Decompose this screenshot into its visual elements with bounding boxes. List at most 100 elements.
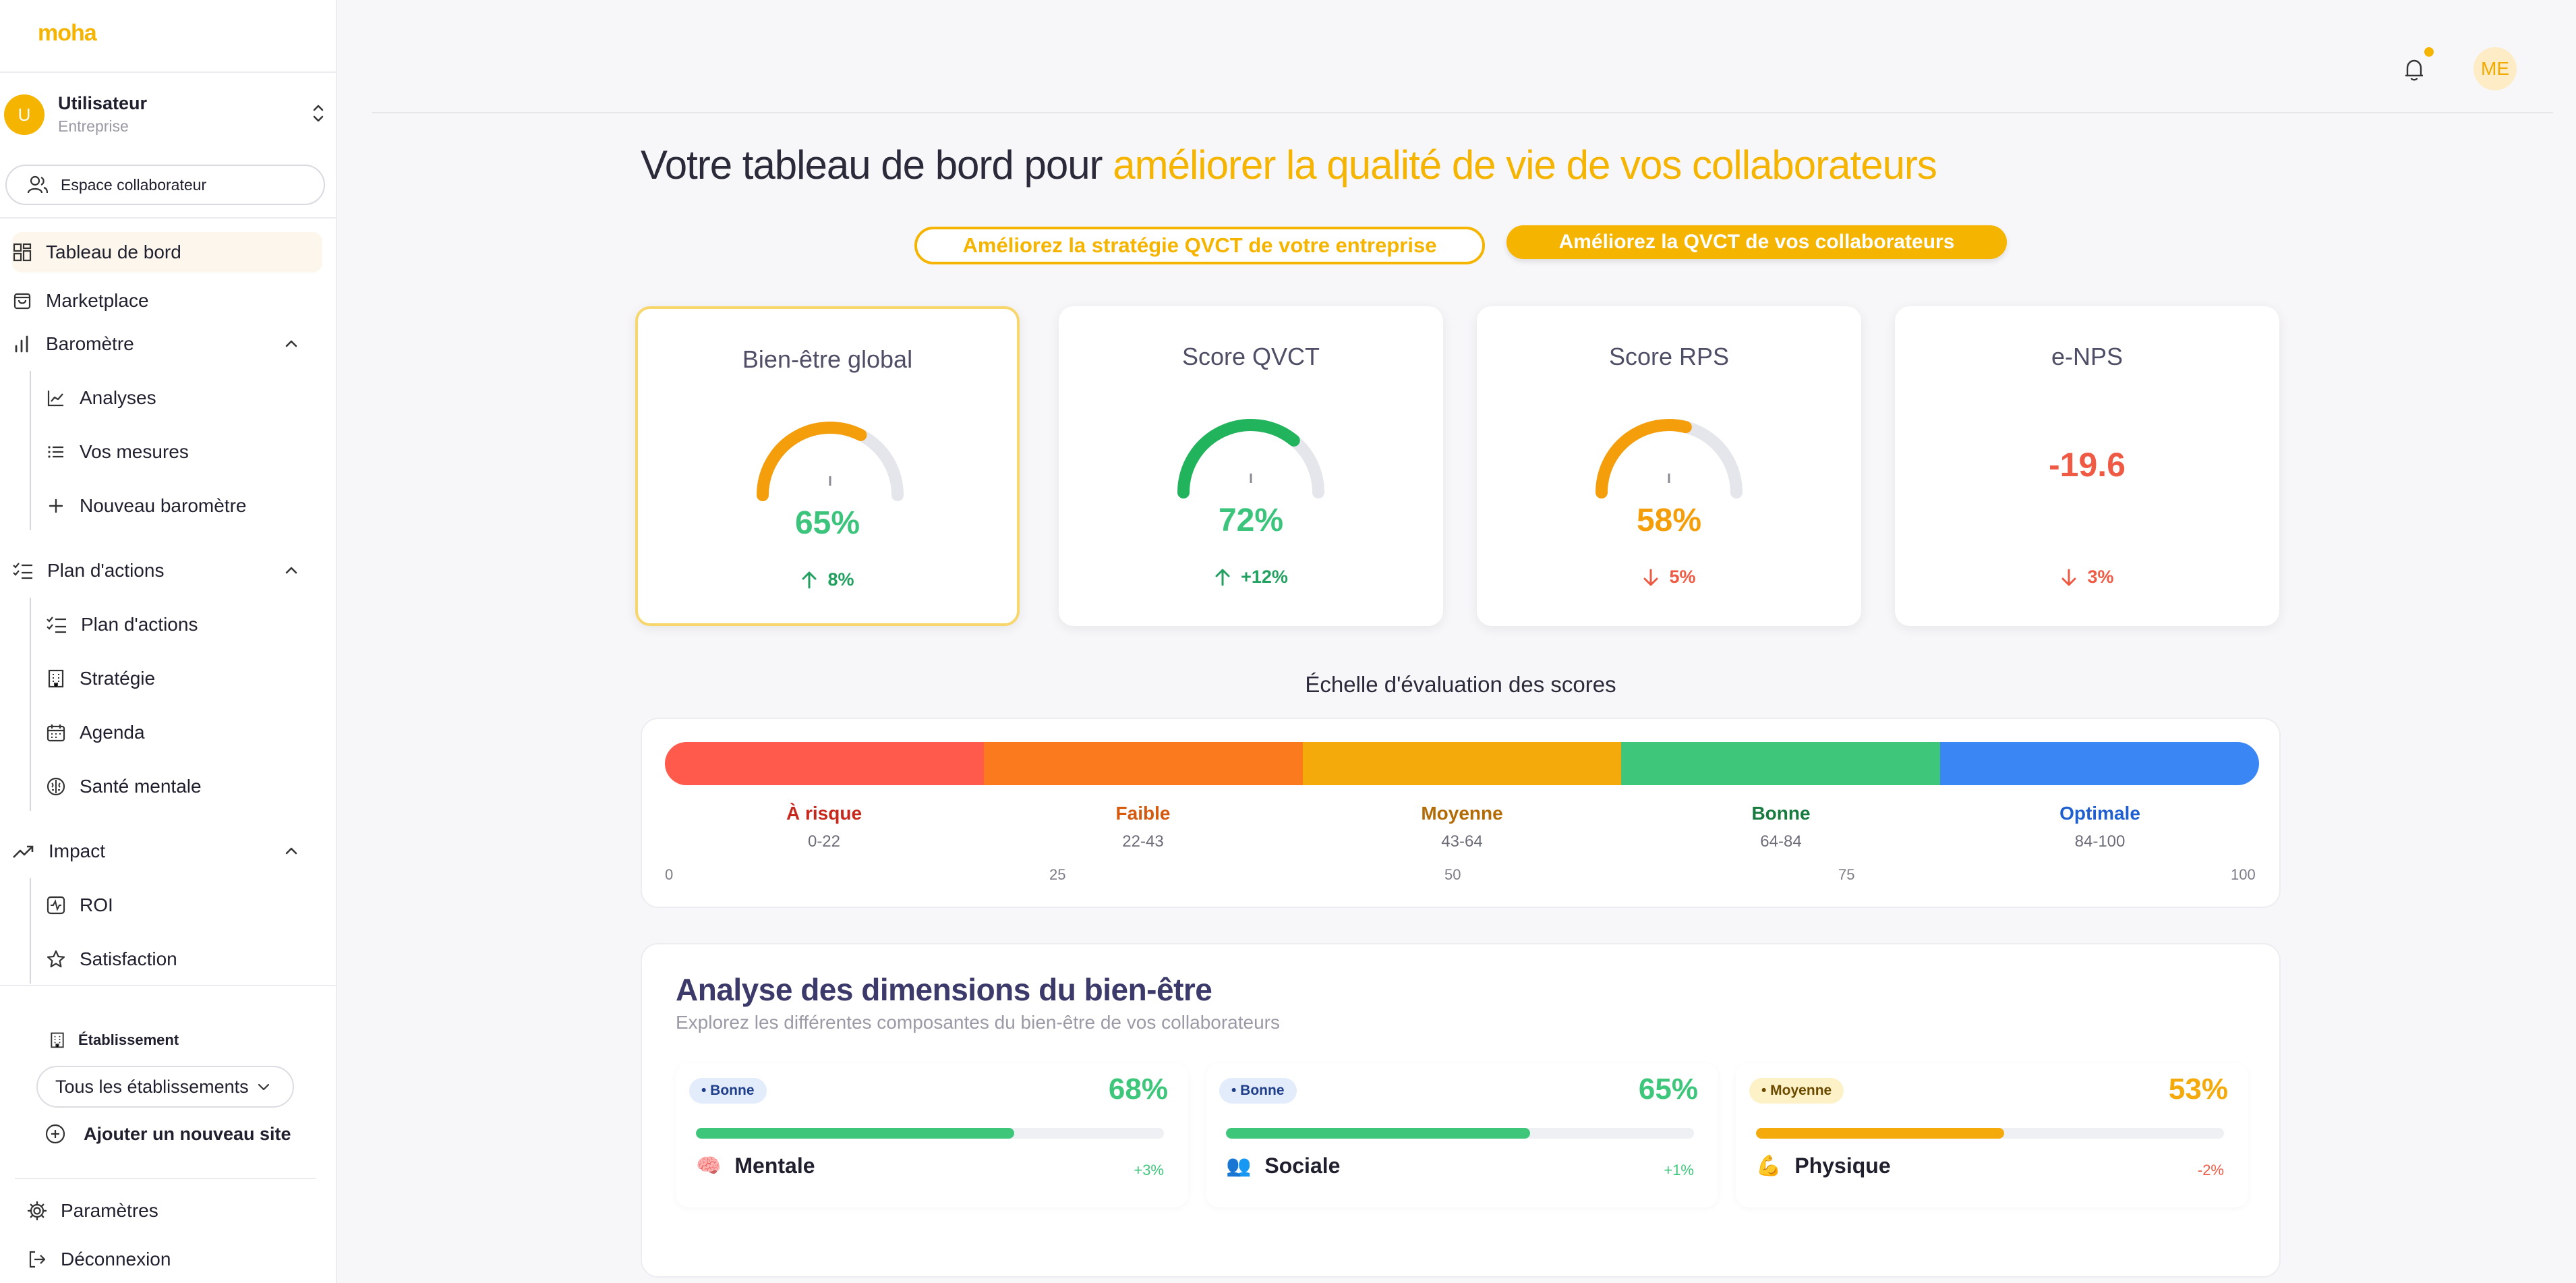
- sidebar-item-strategie[interactable]: Stratégie: [46, 658, 322, 699]
- status-badge: • Bonne: [689, 1078, 767, 1104]
- scale-level-range: 84-100: [2074, 832, 2126, 851]
- dimensions-title: Analyse des dimensions du bien-être: [676, 972, 1212, 1007]
- sidebar-item-plan-actions-sub[interactable]: Plan d'actions: [46, 604, 322, 645]
- scale-level-label: À risque: [786, 803, 862, 824]
- sidebar-item-nouveau-barometre[interactable]: Nouveau baromètre: [46, 486, 322, 526]
- dimension-delta: +3%: [1134, 1162, 1164, 1178]
- add-site-button[interactable]: Ajouter un nouveau site: [45, 1120, 291, 1148]
- kpi-trend-value: 3%: [2087, 567, 2114, 587]
- scale-level-range: 64-84: [1760, 832, 1802, 851]
- dimension-delta: +1%: [1664, 1162, 1694, 1178]
- espace-collaborateur-label: Espace collaborateur: [61, 175, 207, 194]
- improve-strategy-button[interactable]: Améliorez la stratégie QVCT de votre ent…: [914, 227, 1485, 264]
- people-icon: 👥: [1226, 1155, 1252, 1177]
- etablissement-label-text: Établissement: [78, 1031, 179, 1048]
- arrow-up-icon: [802, 571, 817, 588]
- list-icon: [48, 446, 63, 458]
- user-avatar: U: [4, 94, 45, 135]
- dimension-name: 🧠 Mentale: [696, 1153, 815, 1178]
- dimensions-card: Analyse des dimensions du bien-être Expl…: [641, 943, 2281, 1278]
- line-chart-icon: [47, 391, 63, 407]
- sidebar-item-impact[interactable]: Impact: [12, 831, 322, 872]
- sidebar-item-roi[interactable]: ROI: [46, 885, 322, 925]
- chevron-up-icon: [285, 340, 297, 347]
- sidebar-item-marketplace[interactable]: Marketplace: [12, 281, 322, 321]
- sidebar-item-label: Plan d'actions: [81, 614, 198, 635]
- page-title-accent: améliorer la qualité de vie de vos colla…: [1113, 142, 1937, 188]
- scale-level-range: 0-22: [807, 832, 841, 851]
- scale-tick: 50: [1444, 866, 1461, 883]
- checklist-icon: [13, 563, 32, 579]
- kpi-card-enps[interactable]: e-NPS -19.6 3%: [1895, 306, 2279, 626]
- sidebar-item-dashboard[interactable]: Tableau de bord: [12, 232, 322, 273]
- score-scale-bar: [665, 742, 2259, 785]
- gear-icon: [27, 1201, 47, 1221]
- scale-level-label: Bonne: [1751, 803, 1811, 824]
- user-company-type: Entreprise: [58, 117, 129, 135]
- bell-icon[interactable]: [2402, 57, 2426, 84]
- sidebar-item-label: Stratégie: [80, 668, 156, 689]
- star-icon: [47, 950, 65, 968]
- add-site-label: Ajouter un nouveau site: [84, 1123, 291, 1144]
- profile-avatar[interactable]: ME: [2473, 47, 2517, 90]
- dimension-card-mentale[interactable]: • Bonne 68% 🧠 Mentale +3%: [676, 1063, 1188, 1207]
- dimension-progress-fill: [1756, 1128, 2004, 1139]
- scale-segment-bonne: [1621, 742, 1941, 785]
- kpi-card-qvct[interactable]: Score QVCT 72% +12%: [1059, 306, 1443, 626]
- dimension-percentage: 68%: [1108, 1073, 1168, 1106]
- trending-up-icon: [13, 845, 34, 858]
- dimension-card-sociale[interactable]: • Bonne 65% 👥 Sociale +1%: [1206, 1063, 1718, 1207]
- chevron-down-icon: [258, 1083, 269, 1091]
- logout-link[interactable]: Déconnexion: [27, 1244, 171, 1275]
- sidebar-item-label: Santé mentale: [80, 776, 202, 797]
- improve-collaborators-button[interactable]: Améliorez la QVCT de vos collaborateurs: [1506, 225, 2007, 259]
- sidebar-item-barometre[interactable]: Baromètre: [12, 324, 322, 364]
- status-badge: • Bonne: [1219, 1078, 1297, 1104]
- sidebar-item-label: Satisfaction: [80, 948, 177, 969]
- brand-logo[interactable]: moha: [38, 20, 97, 46]
- kpi-title: Bien-être global: [742, 345, 913, 373]
- scale-segment-moyenne: [1302, 742, 1622, 785]
- dimension-name: 💪 Physique: [1756, 1153, 1891, 1178]
- etablissement-select[interactable]: Tous les établissements: [36, 1066, 294, 1108]
- sidebar-divider: [0, 72, 337, 73]
- plus-circle-icon: [45, 1124, 65, 1144]
- dimension-delta: -2%: [2197, 1162, 2224, 1178]
- etablissement-select-value: Tous les établissements: [55, 1076, 249, 1097]
- arrow-down-icon: [2061, 569, 2076, 586]
- checklist-icon: [47, 617, 66, 633]
- dimension-percentage: 53%: [2168, 1073, 2228, 1106]
- gauge-fill: [1177, 419, 1300, 498]
- dimension-card-physique[interactable]: • Moyenne 53% 💪 Physique -2%: [1736, 1063, 2248, 1207]
- scale-level-label: Optimale: [2059, 803, 2140, 824]
- arrow-up-icon: [1215, 569, 1230, 586]
- sidebar-item-satisfaction[interactable]: Satisfaction: [46, 939, 322, 979]
- settings-link[interactable]: Paramètres: [27, 1195, 158, 1226]
- brain-icon: 🧠: [696, 1155, 722, 1177]
- kpi-card-bien-etre[interactable]: Bien-être global 65% 8%: [635, 306, 1020, 626]
- sidebar-item-label: Marketplace: [46, 290, 149, 311]
- header-divider: [372, 112, 2553, 113]
- sidebar-item-sante-mentale[interactable]: Santé mentale: [46, 766, 322, 807]
- chevron-up-icon: [285, 847, 297, 855]
- sidebar-item-plan-actions[interactable]: Plan d'actions: [12, 550, 322, 591]
- sidebar-item-label: ROI: [80, 894, 113, 915]
- sidebar-item-analyses[interactable]: Analyses: [46, 378, 322, 418]
- sidebar-item-vos-mesures[interactable]: Vos mesures: [46, 432, 322, 472]
- scale-tick: 25: [1049, 866, 1066, 883]
- user-name: Utilisateur: [58, 93, 148, 113]
- gauge-chart: [1177, 419, 1324, 498]
- muscle-icon: 💪: [1756, 1155, 1782, 1177]
- kpi-value: -19.6: [2049, 446, 2126, 484]
- kpi-card-rps[interactable]: Score RPS 58% 5%: [1477, 306, 1861, 626]
- arrow-down-icon: [1643, 569, 1658, 586]
- sidebar-item-label: Tableau de bord: [46, 241, 181, 262]
- sidebar: moha U Utilisateur Entreprise Espace col…: [0, 0, 337, 1283]
- submenu-line: [30, 878, 31, 983]
- espace-collaborateur-button[interactable]: Espace collaborateur: [5, 165, 325, 205]
- sidebar-item-agenda[interactable]: Agenda: [46, 712, 322, 753]
- users-icon: [27, 175, 49, 194]
- brain-icon: [47, 777, 65, 796]
- scale-level-label: Faible: [1115, 803, 1171, 824]
- account-switcher[interactable]: U Utilisateur Entreprise: [4, 93, 326, 138]
